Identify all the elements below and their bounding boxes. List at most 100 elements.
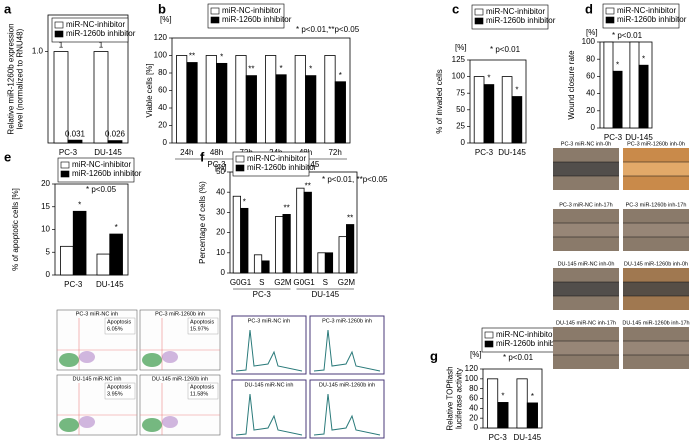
legend-swatch (54, 21, 64, 29)
panel-letter: c (452, 1, 459, 16)
significance-marker: * (220, 52, 223, 61)
legend-swatch (60, 161, 70, 169)
value-label: 0.026 (105, 130, 126, 139)
unit-label: [%] (455, 43, 467, 52)
histogram-image (309, 315, 385, 375)
legend-label: miR-1260b inhibitor (72, 169, 142, 178)
legend-frame (602, 3, 680, 29)
panel-letter: g (430, 348, 438, 363)
image-label: DU-145 miR-NC inh-0h (558, 261, 615, 267)
gate-percent: 11.58% (190, 391, 208, 397)
x-tick-label: DU-145 (513, 433, 541, 441)
legend-label: miR-NC-inhibitor (617, 6, 676, 15)
legend-swatch (210, 7, 220, 15)
histogram-image (231, 379, 307, 439)
legend-label: miR-NC-inhibitor (66, 20, 125, 29)
significance-marker: * (515, 86, 518, 95)
plot-frame (47, 14, 129, 144)
bar (516, 378, 528, 429)
y-axis-label: luciferase activity (455, 368, 464, 429)
x-tick-label: PC-3 (604, 133, 623, 142)
value-label: 1 (99, 41, 104, 50)
x-tick-label: G0G1 (230, 278, 252, 287)
y-tick-label: 5 (46, 247, 51, 256)
legend-swatch (474, 17, 484, 25)
unit-label: [%] (470, 350, 482, 359)
plot-frame (469, 59, 527, 144)
bar (473, 76, 485, 144)
y-tick-label: 10 (41, 225, 50, 234)
bar (305, 75, 317, 144)
legend-label: miR-NC-inhibitor (486, 7, 545, 16)
unit-label: [%] (215, 163, 227, 172)
legend-swatch (484, 331, 494, 339)
bar (324, 55, 336, 144)
x-tick-label: S (259, 278, 264, 287)
note: * p<0.05 (86, 185, 117, 194)
y-tick-label: 60 (586, 72, 595, 81)
gate-label: Apoptosis (107, 319, 131, 325)
y-tick-label: 0 (46, 270, 51, 279)
y-tick-label: 50 (216, 167, 225, 176)
y-tick-label: 20 (216, 228, 225, 237)
bar (253, 254, 263, 274)
significance-marker: * (309, 65, 312, 74)
image-label: PC-3 miR-1260b inh-0h (627, 141, 685, 147)
bar (235, 55, 247, 144)
y-tick-label: 0 (163, 138, 168, 147)
group-label: PC-3 (207, 160, 226, 169)
bar (60, 245, 74, 276)
bar (275, 216, 284, 274)
y-tick-label: 20 (158, 121, 167, 130)
wound-gap (623, 282, 689, 296)
histogram-trace (235, 393, 303, 436)
gate-box (187, 317, 219, 335)
legend-frame (57, 157, 135, 183)
bar (483, 84, 495, 144)
legend-swatch (474, 8, 484, 16)
x-tick-label: PC-3 (475, 148, 494, 157)
bar (53, 51, 69, 144)
y-tick-label: 60 (469, 394, 478, 403)
x-tick-label: PC-3 (64, 280, 83, 289)
bar (511, 96, 523, 144)
significance-marker: ** (189, 52, 195, 61)
wound-gap (553, 341, 619, 355)
panel-letter: e (4, 149, 11, 164)
legend-label: miR-NC-inhibitor (247, 154, 306, 163)
x-tick-label: 48h (210, 148, 223, 157)
significance-marker: ** (305, 181, 311, 190)
histogram-image (309, 379, 385, 439)
wound-gap (553, 162, 619, 176)
bar (487, 378, 499, 429)
y-tick-label: 80 (158, 68, 167, 77)
legend-swatch (605, 7, 615, 15)
bar (261, 260, 270, 274)
y-tick-label: 60 (158, 86, 167, 95)
gate-percent: 3.95% (107, 391, 123, 397)
y-tick-label: 0 (461, 138, 466, 147)
value-label: 0.031 (65, 129, 86, 138)
legend-swatch (54, 30, 64, 38)
y-tick-label: 20 (586, 106, 595, 115)
x-tick-label: 24h (180, 148, 193, 157)
bar (526, 402, 538, 429)
legend-frame (207, 3, 285, 29)
y-axis-label: % of apoptotic cells [%] (11, 188, 20, 271)
legend-label: miR-NC-inhibitor (496, 330, 555, 339)
significance-marker: * (531, 392, 534, 401)
panel-letter: a (4, 1, 12, 16)
y-tick-label: 100 (465, 374, 479, 383)
note: * p<0.01,**p<0.05 (296, 25, 360, 34)
bar (176, 55, 188, 144)
legend-label: miR-1260b inhibitor (496, 339, 566, 348)
y-tick-label: 1.0 (32, 47, 44, 56)
bar (67, 139, 83, 144)
significance-marker: * (339, 71, 342, 80)
x-tick-label: DU-145 (94, 148, 122, 157)
cell-cluster (79, 351, 95, 363)
significance-marker: ** (248, 65, 254, 74)
y-tick-label: 15 (41, 202, 50, 211)
bar (216, 62, 228, 144)
bar (275, 74, 287, 144)
